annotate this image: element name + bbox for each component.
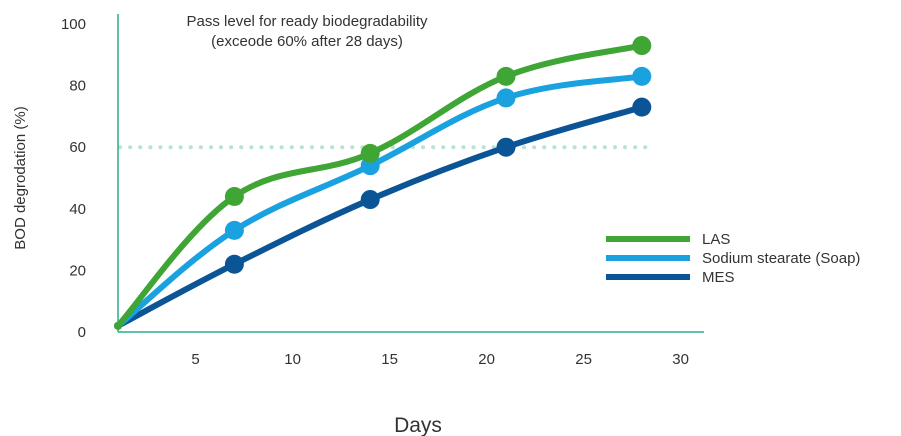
legend-label: MES [702, 269, 735, 286]
x-tick-label: 30 [672, 351, 689, 368]
data-point-las [496, 66, 516, 86]
x-tick-label: 10 [284, 351, 301, 368]
data-point-las [224, 186, 244, 206]
x-tick-label: 20 [478, 351, 495, 368]
y-tick-label: 80 [69, 78, 86, 95]
data-point-mes [496, 137, 516, 157]
data-point-sodium-stearate-soap [496, 88, 516, 108]
legend-item-sodium-stearate-soap: Sodium stearate (Soap) [606, 250, 860, 267]
y-tick-label: 0 [78, 324, 86, 341]
legend-item-las: LAS [606, 231, 730, 248]
y-tick-label: 100 [61, 16, 86, 33]
series-las [114, 36, 652, 330]
legend-label: LAS [702, 231, 730, 248]
data-point-sodium-stearate-soap [632, 66, 652, 86]
series-line-sodium-stearate-soap [115, 73, 645, 329]
series-line-mes [115, 104, 645, 329]
x-tick-label: 15 [381, 351, 398, 368]
y-tick-label: 20 [69, 262, 86, 279]
annotation-line-2: (exceode 60% after 28 days) [211, 33, 403, 50]
x-tick-label: 25 [575, 351, 592, 368]
x-tick-label: 5 [191, 351, 199, 368]
data-point-mes [632, 97, 652, 117]
data-point-las [360, 143, 380, 163]
legend-item-mes: MES [606, 269, 735, 286]
y-axis-title: BOD degrodation (%) [12, 106, 29, 249]
y-tick-label: 40 [69, 201, 86, 218]
x-axis-title: Days [394, 414, 442, 436]
legend-label: Sodium stearate (Soap) [702, 250, 860, 267]
annotation-line-1: Pass level for ready biodegradability [187, 13, 428, 30]
data-point-las [632, 36, 652, 56]
data-point-mes [224, 254, 244, 274]
series-sodium-stearate-soap [114, 66, 652, 330]
series-mes [114, 97, 652, 330]
data-point-las [114, 321, 122, 330]
y-tick-label: 60 [69, 139, 86, 156]
data-point-sodium-stearate-soap [224, 220, 244, 240]
data-point-mes [360, 190, 380, 210]
